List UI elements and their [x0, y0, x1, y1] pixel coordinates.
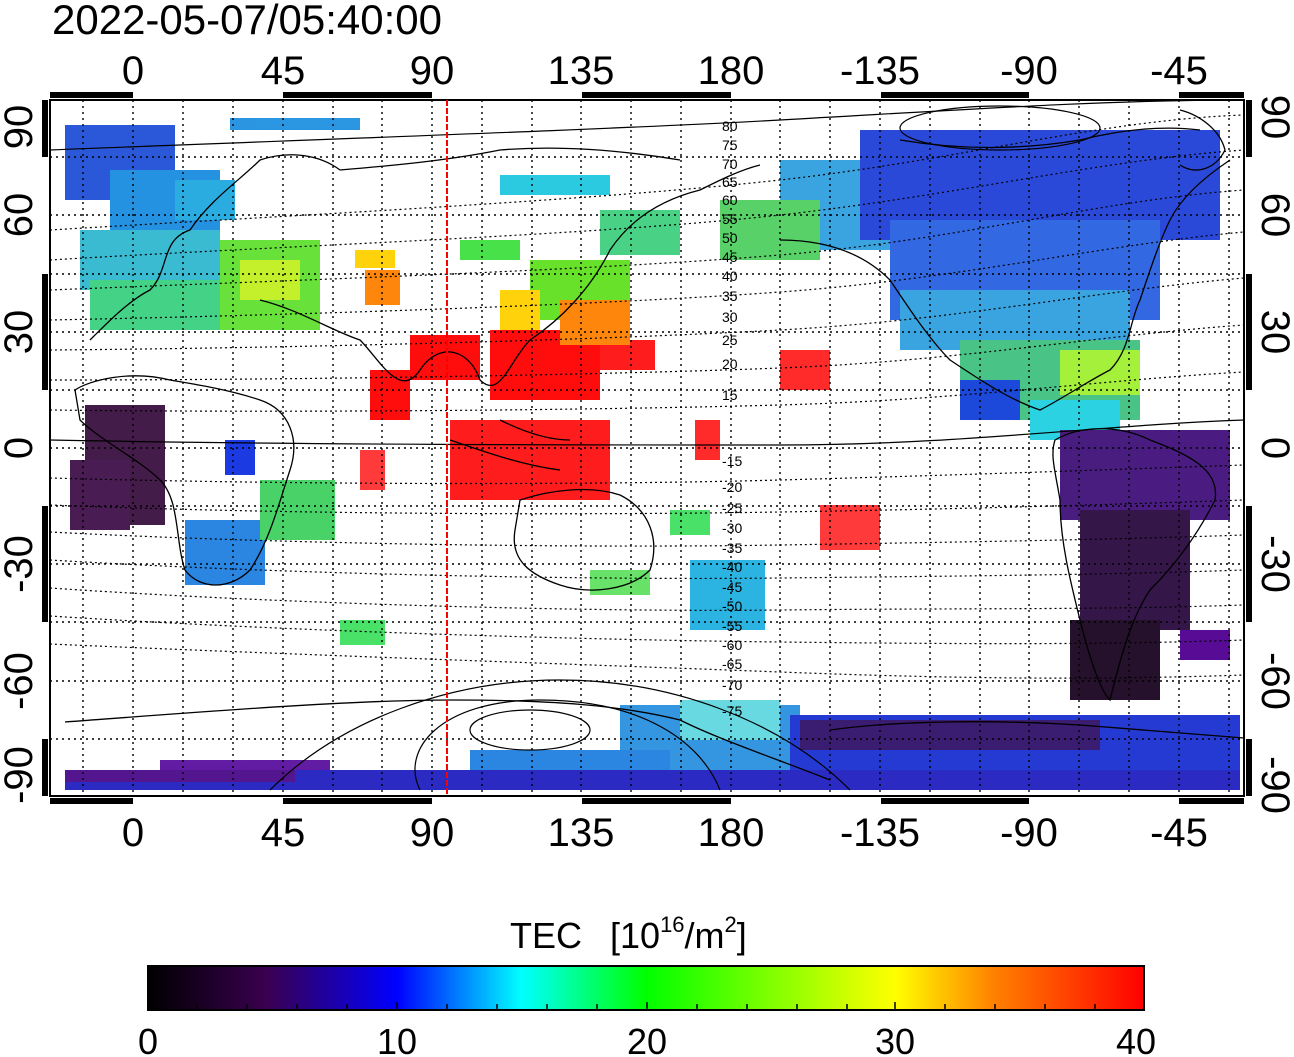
lon-tick: 135 — [548, 811, 615, 855]
lat-tick: 90 — [0, 105, 41, 150]
mlat-label: 45 — [722, 249, 738, 265]
mlat-label: -75 — [722, 703, 742, 719]
lat-tick: -30 — [1253, 535, 1294, 593]
lat-tick: -60 — [1253, 652, 1294, 710]
mlat-label: -70 — [722, 677, 742, 693]
colorbar-tick: 40 — [1116, 1021, 1156, 1057]
axis-strips — [42, 92, 1252, 804]
mlat-label: 80 — [722, 118, 738, 134]
map-area: 80 75 70 65 60 55 50 45 40 35 30 25 20 1… — [50, 100, 1244, 796]
lat-tick: 30 — [1253, 310, 1294, 355]
lat-tick: 60 — [1253, 193, 1294, 238]
mlat-label: 40 — [722, 268, 738, 284]
mlat-label: 25 — [722, 332, 738, 348]
colorbar-tick: 30 — [875, 1021, 915, 1057]
mlat-label: 70 — [722, 156, 738, 172]
timestamp: 2022-05-07/05:40:00 — [52, 0, 442, 43]
mlat-label: -50 — [722, 598, 742, 614]
bottom-longitude-ticks: 0 45 90 135 180 -135 -90 -45 — [122, 811, 1208, 855]
mlat-label: -60 — [722, 637, 742, 653]
lon-tick: 0 — [122, 49, 144, 93]
lon-tick: -135 — [840, 811, 920, 855]
lat-tick: 0 — [0, 437, 41, 459]
lat-tick: -90 — [0, 746, 41, 804]
mlat-label: 75 — [722, 137, 738, 153]
mlat-label: 35 — [722, 288, 738, 304]
mlat-label: -15 — [722, 453, 742, 469]
lon-tick: 180 — [698, 49, 765, 93]
mlat-label: 15 — [722, 387, 738, 403]
lon-tick: -135 — [840, 49, 920, 93]
colorbar-title: TEC [1016/m2] — [510, 912, 747, 956]
grid-lines — [50, 100, 1244, 796]
lat-tick: -60 — [0, 652, 41, 710]
lon-tick: 45 — [261, 49, 306, 93]
tec-patches — [65, 118, 1240, 790]
lat-tick: -30 — [0, 535, 41, 593]
coastlines — [64, 109, 1244, 781]
colorbar-tick: 0 — [138, 1021, 158, 1057]
lon-tick: -90 — [1000, 811, 1058, 855]
top-longitude-ticks: 0 45 90 135 180 -135 -90 -45 — [122, 49, 1208, 93]
colorbar-tick: 10 — [377, 1021, 417, 1057]
lon-tick: 0 — [122, 811, 144, 855]
lat-tick: 90 — [1253, 95, 1294, 140]
lat-tick: -90 — [1253, 756, 1294, 814]
lon-tick: -45 — [1150, 811, 1208, 855]
lon-tick: 45 — [261, 811, 306, 855]
mlat-label: 20 — [722, 356, 738, 372]
lon-tick: -45 — [1150, 49, 1208, 93]
colorbar — [147, 965, 1145, 1011]
lon-tick: -90 — [1000, 49, 1058, 93]
mlat-label: -40 — [722, 559, 742, 575]
mlat-label: 30 — [722, 309, 738, 325]
lat-tick: 30 — [0, 310, 41, 355]
mlat-label: 60 — [722, 192, 738, 208]
colorbar-minor-ticks — [196, 1002, 1096, 1010]
mlat-label: -35 — [722, 540, 742, 556]
mlat-label: -55 — [722, 618, 742, 634]
mlat-label: -65 — [722, 656, 742, 672]
mlat-label: -30 — [722, 520, 742, 536]
mlat-label: 50 — [722, 230, 738, 246]
lat-tick: 0 — [1253, 437, 1294, 459]
lon-tick: 135 — [548, 49, 615, 93]
left-latitude-ticks: 90 60 30 0 -30 -60 -90 — [0, 105, 41, 804]
colorbar-tick: 20 — [627, 1021, 667, 1057]
lon-tick: 90 — [410, 811, 455, 855]
magnetic-latitude-labels: 80 75 70 65 60 55 50 45 40 35 30 25 20 1… — [722, 118, 742, 719]
mlat-label: 55 — [722, 211, 738, 227]
colorbar-ticks: 0 10 20 30 40 — [138, 1021, 1156, 1057]
mlat-label: -20 — [722, 479, 742, 495]
lat-tick: 60 — [0, 193, 41, 238]
mlat-label: -25 — [722, 500, 742, 516]
lon-tick: 90 — [410, 49, 455, 93]
mlat-label: 65 — [722, 174, 738, 190]
right-latitude-ticks: 90 60 30 0 -30 -60 -90 — [1253, 95, 1294, 814]
mlat-label: -45 — [722, 579, 742, 595]
lon-tick: 180 — [698, 811, 765, 855]
